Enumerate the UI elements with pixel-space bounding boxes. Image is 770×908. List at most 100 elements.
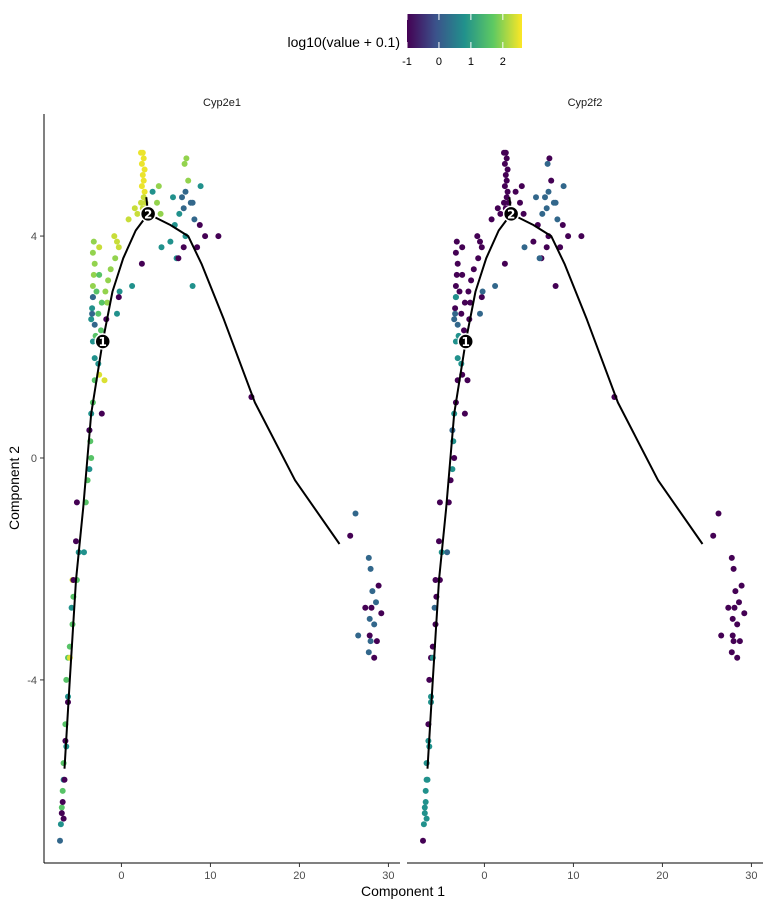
data-point	[375, 582, 382, 589]
legend-tick-label: 1	[468, 56, 474, 68]
color-legend: log10(value + 0.1) -1 0 1 2	[288, 14, 522, 68]
data-point	[366, 632, 373, 639]
trajectory-segment	[63, 341, 104, 769]
data-point	[60, 815, 67, 822]
data-point	[459, 271, 466, 278]
data-point	[718, 632, 725, 639]
data-point	[512, 188, 519, 195]
data-point	[81, 549, 87, 556]
data-point	[170, 194, 176, 201]
x-tick-label: 10	[567, 870, 579, 882]
data-point	[552, 199, 559, 206]
x-tick-label: 30	[745, 870, 757, 882]
data-point	[475, 255, 482, 262]
data-point	[477, 238, 483, 245]
y-axis-title: Component 2	[6, 446, 22, 530]
data-point	[504, 166, 511, 173]
data-point	[503, 155, 510, 162]
data-point	[89, 249, 96, 256]
trajectory-segment	[510, 213, 704, 545]
data-point	[454, 355, 461, 362]
data-point	[191, 216, 198, 223]
trajectory-segment	[147, 213, 341, 545]
data-point	[91, 260, 98, 267]
data-point	[138, 183, 145, 190]
data-point	[725, 604, 732, 611]
data-point	[452, 338, 459, 345]
data-point	[467, 299, 474, 306]
data-point	[421, 810, 428, 817]
data-point	[88, 455, 95, 461]
panel-strip-label: Cyp2e1	[203, 97, 241, 109]
data-point	[104, 299, 111, 306]
data-point	[474, 233, 481, 240]
data-point	[189, 199, 196, 206]
data-point	[497, 210, 504, 217]
data-point	[167, 238, 174, 245]
data-point	[197, 183, 204, 190]
data-point	[88, 316, 95, 323]
data-point	[461, 299, 468, 306]
data-point	[98, 299, 105, 306]
data-point	[732, 588, 739, 595]
data-point	[736, 599, 742, 606]
data-point	[501, 160, 508, 167]
data-point	[728, 554, 735, 561]
panel-cyp2f2: Cyp2f2 0 10 20 30 1 2	[407, 97, 763, 882]
data-point	[503, 194, 510, 201]
data-point	[554, 216, 561, 223]
data-point	[479, 288, 486, 295]
legend-ticks: -1 0 1 2	[402, 14, 506, 68]
data-point	[559, 222, 566, 228]
data-point	[517, 199, 523, 206]
data-point	[730, 638, 737, 645]
branch-point-label: 1	[99, 335, 107, 349]
data-point	[738, 582, 745, 589]
data-point	[59, 787, 66, 794]
data-point	[157, 210, 164, 217]
data-point	[138, 260, 145, 267]
data-point	[141, 188, 148, 195]
panel-strip-label: Cyp2f2	[568, 97, 603, 109]
data-point	[470, 266, 477, 273]
data-point	[734, 654, 741, 661]
data-point	[180, 205, 187, 212]
data-point	[89, 283, 96, 289]
data-point	[456, 288, 463, 295]
data-point	[140, 155, 147, 162]
data-point	[542, 194, 548, 201]
data-point	[58, 810, 65, 817]
data-point	[578, 233, 585, 240]
data-point	[521, 244, 528, 251]
data-point	[107, 266, 114, 273]
data-point	[444, 549, 451, 556]
data-point	[728, 649, 735, 656]
data-point	[58, 804, 65, 811]
y-tick-label: 0	[31, 453, 37, 465]
x-tick-label: 0	[481, 870, 487, 882]
data-point	[734, 621, 741, 628]
branch-point-label: 2	[507, 207, 515, 221]
trajectory	[426, 197, 704, 769]
data-point	[729, 632, 736, 639]
branch-point-marker	[139, 205, 157, 223]
data-point	[194, 244, 201, 251]
data-point	[185, 177, 192, 184]
data-point	[465, 288, 472, 295]
data-point	[431, 604, 438, 611]
x-tick-label: 20	[656, 870, 668, 882]
data-point	[451, 316, 458, 323]
data-point	[89, 338, 96, 345]
branch-point-label: 1	[462, 335, 470, 349]
data-point	[421, 804, 428, 811]
data-point	[367, 638, 374, 645]
data-point	[477, 310, 483, 317]
data-point	[365, 554, 372, 561]
data-point	[432, 577, 439, 583]
data-point	[196, 222, 203, 228]
data-point	[461, 410, 468, 417]
data-point	[139, 172, 146, 178]
data-point	[452, 283, 459, 289]
data-point	[426, 676, 433, 683]
data-point	[179, 194, 185, 201]
